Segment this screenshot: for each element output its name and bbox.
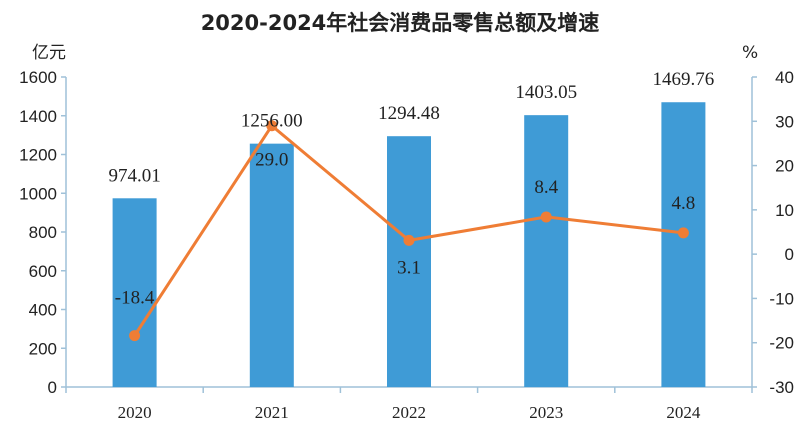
growth-point	[266, 120, 278, 132]
bar	[249, 143, 294, 387]
left-tick-label: 0	[48, 378, 57, 397]
bar	[112, 198, 157, 387]
left-tick-label: 400	[29, 301, 57, 320]
bar	[661, 102, 706, 387]
chart-title: 2020-2024年社会消费品零售总额及增速	[201, 11, 600, 35]
axes: 0 200 400 600 800 1000 1200 1400 1600 -30 -20 -10 0 1…	[19, 68, 794, 422]
right-tick-label: -20	[769, 334, 794, 353]
growth-line	[129, 120, 689, 342]
right-axis-unit: %	[742, 43, 758, 63]
growth-point	[540, 211, 552, 223]
bar	[387, 136, 431, 387]
growth-value-label: 3.1	[397, 257, 421, 278]
left-tick-label: 1400	[19, 107, 57, 126]
right-tick-label: 0	[785, 245, 794, 264]
x-tick-label: 2023	[529, 403, 563, 422]
left-tick-label: 200	[29, 339, 57, 358]
left-tick-label: 1600	[19, 68, 57, 87]
x-tick-label: 2022	[392, 403, 426, 422]
bars	[112, 102, 706, 388]
left-tick-label: 1200	[19, 146, 57, 165]
x-tick-label: 2024	[666, 403, 701, 422]
left-tick-label: 800	[29, 223, 57, 242]
right-tick-label: -30	[769, 378, 794, 397]
growth-value-label: 29.0	[255, 150, 288, 171]
right-tick-label: 10	[775, 201, 794, 220]
bar	[524, 115, 569, 388]
x-tick-label: 2020	[118, 403, 152, 422]
bar-value-label: 1403.05	[515, 82, 577, 103]
bar-value-label: 1294.48	[378, 103, 440, 124]
bar-value-label: 974.01	[108, 165, 160, 186]
right-tick-label: -10	[769, 289, 794, 308]
growth-point	[677, 227, 689, 239]
bar-value-label: 1256.00	[241, 111, 303, 132]
right-tick-label: 40	[775, 68, 794, 87]
x-tick-label: 2021	[255, 403, 289, 422]
growth-value-label: 4.8	[672, 193, 696, 214]
right-tick-label: 20	[775, 157, 794, 176]
growth-value-label: -18.4	[115, 288, 155, 309]
growth-value-label: 8.4	[534, 177, 558, 198]
right-tick-label: 30	[775, 112, 794, 131]
left-tick-label: 1000	[19, 184, 57, 203]
data-labels: 974.01 1256.00 1294.48 1403.05 1469.76 -18.4 2…	[108, 69, 714, 308]
bar-value-label: 1469.76	[653, 69, 715, 90]
growth-point	[129, 330, 141, 342]
left-axis-unit: 亿元	[32, 43, 66, 63]
growth-point	[403, 234, 415, 246]
left-tick-label: 600	[29, 262, 57, 281]
